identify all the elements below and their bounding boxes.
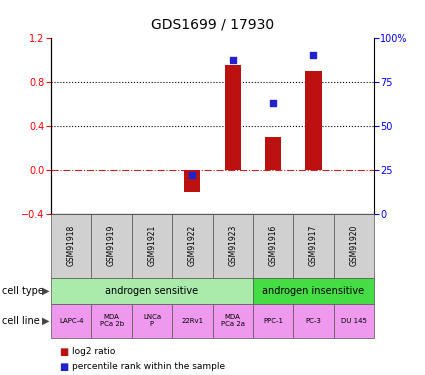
Text: ■: ■ [60,362,69,372]
Point [310,52,317,58]
Text: androgen sensitive: androgen sensitive [105,286,198,296]
Text: LNCa
P: LNCa P [143,314,161,327]
Text: cell type: cell type [2,286,44,296]
Point [229,57,236,63]
Text: ■: ■ [60,347,69,357]
Text: GSM91919: GSM91919 [107,225,116,266]
Text: GSM91923: GSM91923 [228,225,237,266]
Bar [184,170,200,192]
Text: 22Rv1: 22Rv1 [181,318,204,324]
Text: cell line: cell line [2,316,40,326]
Text: GSM91921: GSM91921 [147,225,156,266]
Text: GSM91922: GSM91922 [188,225,197,266]
Text: ▶: ▶ [42,286,50,296]
Point [269,100,276,106]
Text: log2 ratio: log2 ratio [72,347,116,356]
Text: GSM91918: GSM91918 [67,225,76,266]
Text: GSM91917: GSM91917 [309,225,318,266]
Text: MDA
PCa 2b: MDA PCa 2b [99,314,124,327]
Text: ▶: ▶ [42,316,50,326]
Text: androgen insensitive: androgen insensitive [262,286,365,296]
Text: PC-3: PC-3 [306,318,321,324]
Bar [265,136,281,170]
Bar [224,65,241,170]
Text: LAPC-4: LAPC-4 [59,318,83,324]
Text: GDS1699 / 17930: GDS1699 / 17930 [151,17,274,32]
Text: GSM91920: GSM91920 [349,225,358,266]
Point [189,172,196,178]
Text: GSM91916: GSM91916 [269,225,278,266]
Bar [305,70,321,170]
Text: MDA
PCa 2a: MDA PCa 2a [221,314,245,327]
Text: PPC-1: PPC-1 [263,318,283,324]
Text: percentile rank within the sample: percentile rank within the sample [72,362,225,371]
Text: DU 145: DU 145 [341,318,367,324]
